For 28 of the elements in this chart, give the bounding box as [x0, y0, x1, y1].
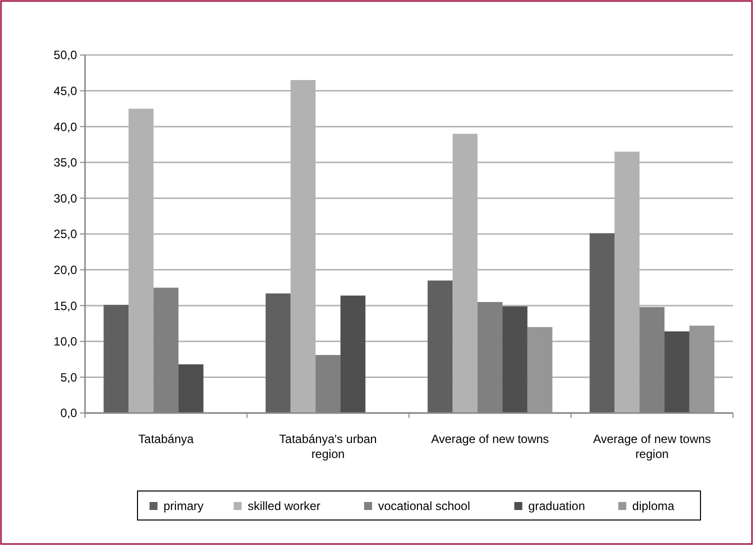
y-tick-label: 15,0 [54, 298, 78, 313]
y-tick-label: 45,0 [54, 84, 78, 98]
y-tick-label: 50,0 [54, 48, 78, 62]
bar [104, 304, 129, 413]
bar [590, 233, 615, 413]
bar [664, 331, 690, 413]
legend-label: diploma [632, 499, 675, 514]
x-tick-label: Tatabánya's urban region [279, 432, 377, 461]
legend-label: vocational school [378, 499, 470, 514]
bar [178, 364, 204, 413]
y-tick-label: 0,0 [60, 406, 78, 420]
x-tick-label: Tatabánya [138, 432, 194, 446]
y-tick-label: 20,0 [54, 263, 78, 277]
bar [266, 293, 291, 413]
y-tick-label: 5,0 [60, 370, 78, 384]
bar [428, 280, 453, 413]
x-tick-label: Average of new towns [431, 432, 549, 446]
y-tick-label: 40,0 [54, 120, 78, 134]
bar [340, 296, 366, 413]
y-tick-label: 25,0 [54, 227, 78, 242]
y-tick-label: 10,0 [54, 334, 78, 349]
legend-label: skilled worker [248, 499, 320, 514]
x-tick-label: Average of new towns region [593, 432, 711, 461]
legend-label: primary [164, 499, 204, 514]
y-tick-label: 30,0 [54, 191, 78, 206]
bar [502, 306, 528, 413]
y-tick-label: 35,0 [54, 156, 78, 170]
legend-label: graduation [528, 499, 586, 514]
